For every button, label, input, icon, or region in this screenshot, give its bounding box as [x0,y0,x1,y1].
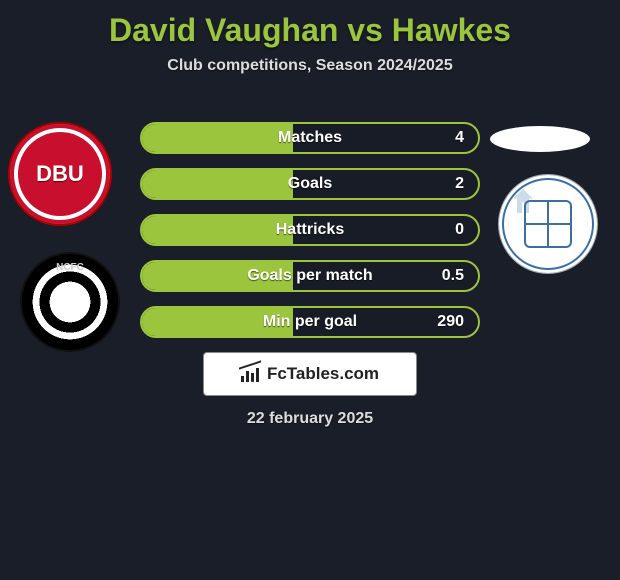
date-label: 22 february 2025 [0,410,620,428]
stat-label: Goals [142,175,478,193]
page-subtitle: Club competitions, Season 2024/2025 [0,57,620,75]
stat-row-matches: Matches 4 [140,122,480,154]
blank-oval-badge [490,126,590,152]
tranmere-rovers-badge [498,174,598,274]
stat-label: Goals per match [142,267,478,285]
stat-value: 0.5 [442,267,464,285]
notts-county-badge [20,252,120,352]
stat-label: Min per goal [142,313,478,331]
stat-row-hattricks: Hattricks 0 [140,214,480,246]
page-title: David Vaughan vs Hawkes [0,0,620,49]
bar-chart-icon [241,366,261,382]
stat-value: 0 [455,221,464,239]
stat-label: Hattricks [142,221,478,239]
brand-box[interactable]: FcTables.com [203,352,417,396]
stat-value: 4 [455,129,464,147]
stat-label: Matches [142,129,478,147]
stat-value: 2 [455,175,464,193]
dbu-badge [8,122,112,226]
stat-value: 290 [437,313,464,331]
stat-row-goals-per-match: Goals per match 0.5 [140,260,480,292]
brand-label: FcTables.com [267,364,379,384]
stat-row-min-per-goal: Min per goal 290 [140,306,480,338]
stat-row-goals: Goals 2 [140,168,480,200]
stats-panel: Matches 4 Goals 2 Hattricks 0 Goals per … [140,122,480,352]
